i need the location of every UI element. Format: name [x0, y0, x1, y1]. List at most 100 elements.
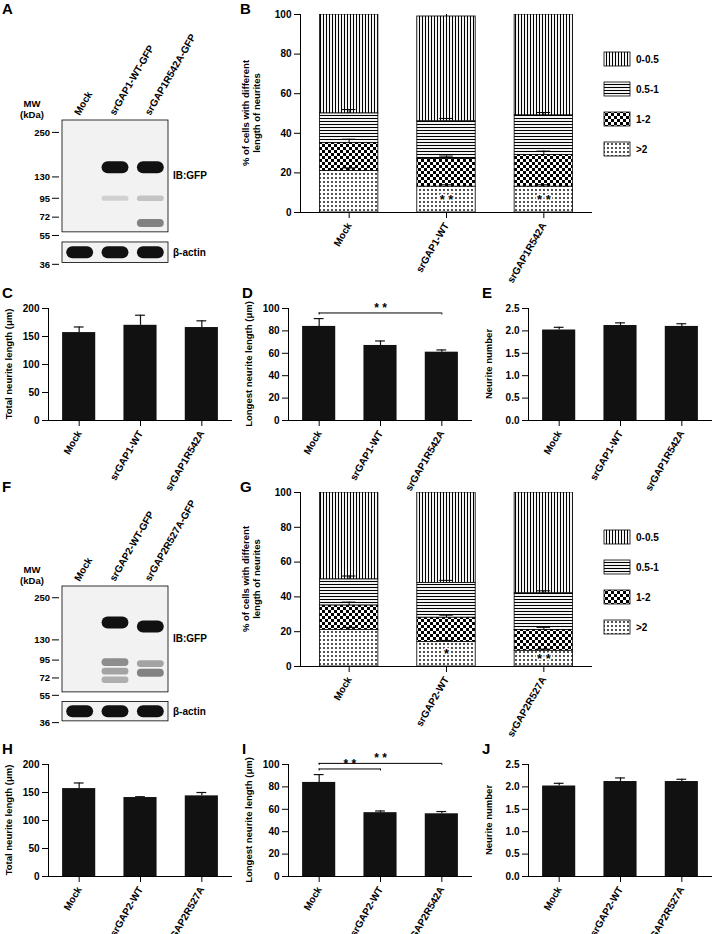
- svg-text:1.0: 1.0: [506, 370, 520, 381]
- svg-text:100: 100: [263, 759, 280, 770]
- svg-text:80: 80: [280, 522, 292, 533]
- svg-text:72: 72: [39, 211, 50, 222]
- svg-text:100: 100: [23, 359, 40, 370]
- svg-text:srGAP1-WT: srGAP1-WT: [414, 221, 451, 275]
- svg-text:200: 200: [23, 759, 40, 770]
- svg-text:Mock: Mock: [541, 884, 564, 912]
- svg-text:*: *: [444, 646, 450, 661]
- svg-text:Neurite number: Neurite number: [483, 785, 494, 856]
- svg-text:100: 100: [275, 487, 292, 498]
- svg-text:srGAP2-WT: srGAP2-WT: [588, 885, 625, 934]
- svg-text:100: 100: [263, 303, 280, 314]
- svg-text:100: 100: [275, 9, 292, 20]
- svg-text:β-actin: β-actin: [173, 706, 206, 717]
- svg-text:1.5: 1.5: [506, 804, 520, 815]
- svg-text:60: 60: [268, 804, 280, 815]
- svg-text:1-2: 1-2: [636, 592, 651, 603]
- svg-text:0-0.5: 0-0.5: [636, 532, 659, 543]
- svg-text:130: 130: [34, 634, 50, 645]
- svg-text:20: 20: [268, 392, 280, 403]
- svg-text:150: 150: [23, 331, 40, 342]
- svg-text:2.5: 2.5: [506, 759, 520, 770]
- svg-text:* *: * *: [374, 751, 387, 765]
- svg-text:>2: >2: [636, 622, 648, 633]
- svg-text:Total neurite length (μm): Total neurite length (μm): [3, 765, 14, 876]
- svg-text:2.5: 2.5: [506, 303, 520, 314]
- svg-text:1.5: 1.5: [506, 348, 520, 359]
- svg-text:* *: * *: [537, 651, 552, 666]
- svg-text:srGAP1R542A: srGAP1R542A: [505, 221, 548, 285]
- svg-text:80: 80: [268, 325, 280, 336]
- svg-text:MW: MW: [24, 98, 41, 109]
- svg-text:20: 20: [268, 848, 280, 859]
- svg-text:Total neurite length (μm): Total neurite length (μm): [3, 309, 14, 420]
- svg-text:srGAP2R527A: srGAP2R527A: [163, 885, 206, 934]
- svg-text:36: 36: [39, 259, 50, 270]
- svg-text:srGAP2R527A: srGAP2R527A: [643, 885, 686, 934]
- svg-text:srGAP2R542A: srGAP2R542A: [403, 885, 446, 934]
- svg-text:length of neurites: length of neurites: [251, 73, 262, 153]
- svg-text:250: 250: [34, 127, 50, 138]
- svg-text:Mock: Mock: [61, 428, 84, 456]
- svg-text:0.5-1: 0.5-1: [636, 562, 659, 573]
- svg-text:200: 200: [23, 303, 40, 314]
- svg-text:Mock: Mock: [301, 428, 324, 456]
- svg-text:IB:GFP: IB:GFP: [173, 633, 207, 644]
- svg-text:0-0.5: 0-0.5: [636, 54, 659, 65]
- svg-text:0.5: 0.5: [506, 392, 520, 403]
- svg-text:55: 55: [39, 230, 50, 241]
- svg-text:srGAP1R542A: srGAP1R542A: [643, 429, 686, 493]
- svg-text:length of neurites: length of neurites: [251, 539, 262, 619]
- svg-text:100: 100: [23, 815, 40, 826]
- svg-text:* *: * *: [343, 757, 356, 771]
- svg-text:55: 55: [39, 690, 50, 701]
- svg-text:1-2: 1-2: [636, 114, 651, 125]
- svg-text:150: 150: [23, 787, 40, 798]
- svg-text:srGAP1-WT: srGAP1-WT: [108, 429, 145, 483]
- svg-text:20: 20: [280, 626, 292, 637]
- svg-text:36: 36: [39, 717, 50, 728]
- svg-text:50: 50: [28, 387, 40, 398]
- svg-text:80: 80: [280, 48, 292, 59]
- svg-text:* *: * *: [537, 192, 552, 207]
- svg-text:% of cells with different: % of cells with different: [240, 59, 251, 166]
- svg-text:2.0: 2.0: [506, 781, 520, 792]
- svg-text:Mock: Mock: [61, 884, 84, 912]
- svg-text:Mock: Mock: [331, 220, 354, 248]
- svg-text:Mock: Mock: [331, 674, 354, 702]
- svg-text:srGAP1-WT: srGAP1-WT: [588, 429, 625, 483]
- svg-text:80: 80: [268, 781, 280, 792]
- svg-text:IB:GFP: IB:GFP: [173, 170, 207, 181]
- svg-text:Mock: Mock: [301, 884, 324, 912]
- svg-text:(kDa): (kDa): [20, 575, 44, 586]
- svg-text:0: 0: [286, 207, 292, 218]
- svg-text:72: 72: [39, 672, 50, 683]
- svg-text:130: 130: [34, 171, 50, 182]
- svg-text:0.0: 0.0: [506, 415, 520, 426]
- svg-text:50: 50: [28, 843, 40, 854]
- svg-text:60: 60: [280, 88, 292, 99]
- svg-text:srGAP2-WT: srGAP2-WT: [414, 675, 451, 729]
- svg-text:Mock: Mock: [72, 555, 95, 583]
- svg-text:2.0: 2.0: [506, 325, 520, 336]
- svg-text:0: 0: [34, 415, 40, 426]
- svg-text:40: 40: [280, 591, 292, 602]
- svg-text:250: 250: [34, 592, 50, 603]
- svg-text:(kDa): (kDa): [20, 109, 44, 120]
- svg-text:40: 40: [280, 128, 292, 139]
- svg-text:* *: * *: [374, 301, 387, 315]
- svg-text:srGAP1-WT: srGAP1-WT: [348, 429, 385, 483]
- svg-text:Mock: Mock: [72, 89, 95, 117]
- svg-text:95: 95: [39, 654, 50, 665]
- svg-text:0: 0: [34, 871, 40, 882]
- svg-text:0: 0: [286, 661, 292, 672]
- svg-text:0: 0: [274, 871, 280, 882]
- svg-text:0.0: 0.0: [506, 871, 520, 882]
- svg-text:srGAP2R527A: srGAP2R527A: [505, 675, 548, 739]
- svg-text:Longest neurite length (μm): Longest neurite length (μm): [243, 757, 254, 883]
- svg-text:20: 20: [280, 167, 292, 178]
- svg-text:60: 60: [268, 348, 280, 359]
- svg-text:1.0: 1.0: [506, 826, 520, 837]
- svg-text:0.5: 0.5: [506, 848, 520, 859]
- svg-text:95: 95: [39, 193, 50, 204]
